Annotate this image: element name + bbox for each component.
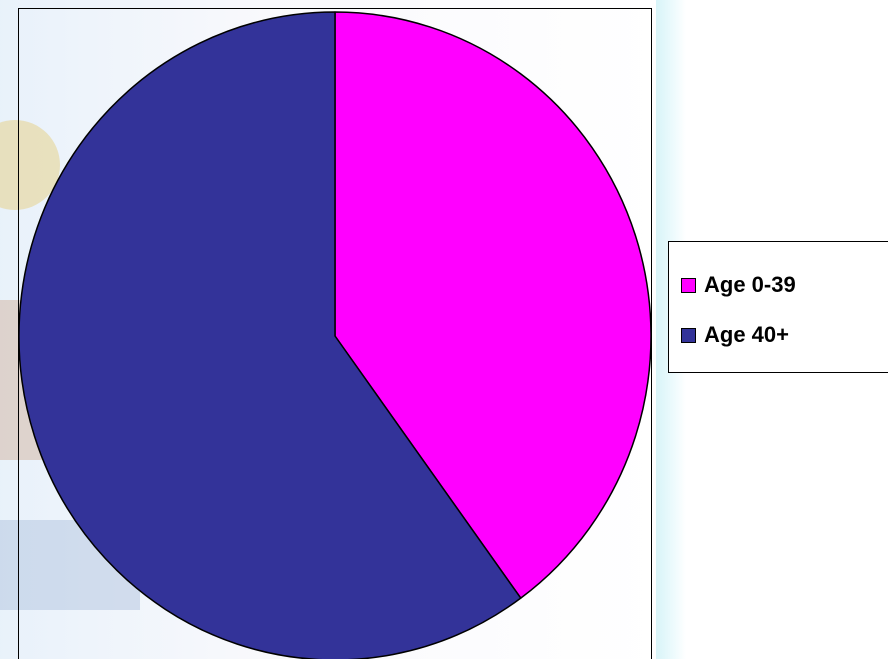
legend-swatch-age-40-plus [681,327,696,343]
pie-slice-age-0-39 [334,11,652,599]
legend-item-age-0-39: Age 0-39 [681,272,796,298]
chart-legend: Age 0-39 Age 40+ [668,241,888,373]
pie-slices [18,11,652,659]
legend-label-age-40-plus: Age 40+ [704,322,789,347]
pie-slice-age-40-plus [18,11,522,659]
legend-item-age-40-plus: Age 40+ [681,322,789,348]
legend-swatch-age-0-39 [681,277,696,293]
legend-label-age-0-39: Age 0-39 [704,272,796,297]
